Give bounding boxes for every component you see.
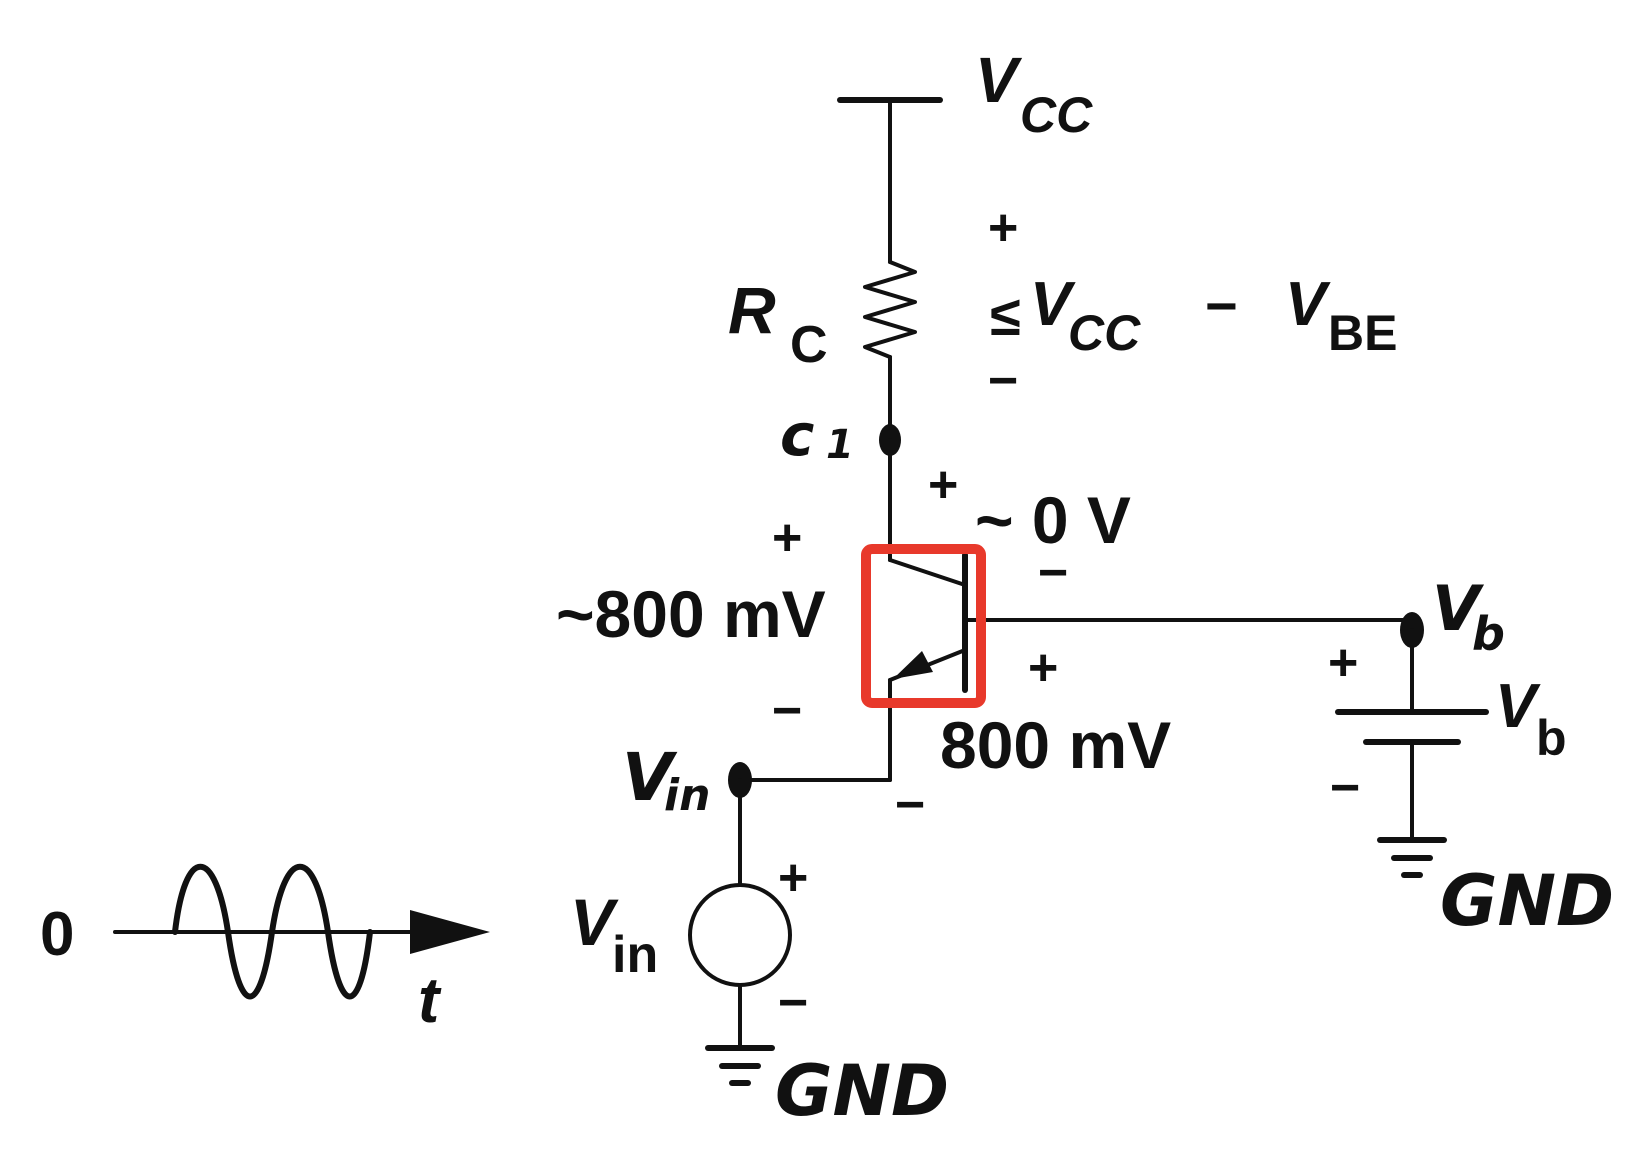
- node-vb: V b: [1400, 572, 1505, 661]
- vce-plus: +: [772, 509, 802, 567]
- battery-minus: −: [1330, 759, 1360, 817]
- emitter-arrow-icon: [893, 651, 933, 679]
- vbe-annotation: + 800 mV −: [895, 639, 1171, 834]
- vcb-minus: −: [1038, 544, 1068, 602]
- input-waveform: 0 t: [40, 864, 490, 1036]
- rc-voltage-drop: + ≤ V CC − V BE −: [988, 199, 1397, 410]
- node-c1: c 1: [780, 401, 901, 562]
- rc-drop-vcc-sub: CC: [1068, 305, 1141, 361]
- ground-right-label: GND: [1440, 860, 1614, 942]
- vcb-plus: +: [928, 456, 958, 514]
- vin-source-minus: −: [778, 974, 808, 1032]
- vcb-annotation: + ~ 0 V −: [928, 456, 1131, 602]
- resistor-rc: R C: [728, 260, 917, 442]
- rc-label: R: [728, 273, 776, 347]
- transistor-highlight-box: [861, 544, 986, 708]
- rc-drop-vbe-sub: BE: [1328, 305, 1397, 361]
- npn-transistor: [888, 552, 1417, 782]
- vin-source: V in + −: [570, 849, 808, 1047]
- sine-wave: [172, 864, 373, 1000]
- battery-plus: +: [1328, 634, 1358, 692]
- battery-vb-label-sub: b: [1536, 710, 1567, 766]
- node-vin-label-sub: in: [664, 770, 710, 821]
- node-vin: V in: [622, 739, 892, 887]
- vcb-value: ~ 0 V: [975, 483, 1131, 557]
- vce-value: ~800 mV: [556, 577, 826, 651]
- rc-label-sub: C: [790, 316, 828, 374]
- vin-source-label-sub: in: [612, 926, 658, 984]
- node-vb-label: V: [1432, 572, 1485, 645]
- vcc-supply: V CC: [837, 44, 1093, 264]
- vin-source-plus: +: [778, 849, 808, 907]
- waveform-t-label: t: [418, 964, 442, 1036]
- battery-vb-label: V: [1495, 672, 1541, 741]
- vbe-value: 800 mV: [940, 708, 1171, 782]
- rc-drop-minus-operator: −: [1205, 274, 1238, 337]
- battery-vb: + − V b: [1328, 628, 1567, 840]
- waveform-zero-label: 0: [40, 900, 74, 969]
- vcc-label: V: [975, 44, 1023, 116]
- vbe-plus: +: [1028, 639, 1058, 697]
- rc-drop-vbe: V: [1285, 270, 1331, 339]
- vin-source-label: V: [570, 885, 619, 959]
- time-arrow-icon: [410, 910, 490, 954]
- node-vb-label-sub: b: [1472, 607, 1505, 661]
- vbe-minus: −: [895, 776, 925, 834]
- node-c1-label: c: [780, 401, 814, 469]
- vcc-label-sub: CC: [1020, 87, 1093, 143]
- rc-drop-plus: +: [988, 199, 1018, 257]
- ground-left-label: GND: [775, 1050, 949, 1132]
- node-c1-label-sub: 1: [826, 422, 854, 468]
- rc-drop-leq: ≤: [990, 284, 1021, 347]
- node-vin-label: V: [622, 739, 678, 816]
- rc-drop-minus: −: [988, 352, 1018, 410]
- vce-minus: −: [772, 682, 802, 740]
- ground-left: GND: [705, 1045, 949, 1132]
- vce-annotation: + ~800 mV −: [556, 509, 826, 740]
- rc-drop-vcc: V: [1030, 270, 1076, 339]
- ground-right: GND: [1377, 837, 1614, 942]
